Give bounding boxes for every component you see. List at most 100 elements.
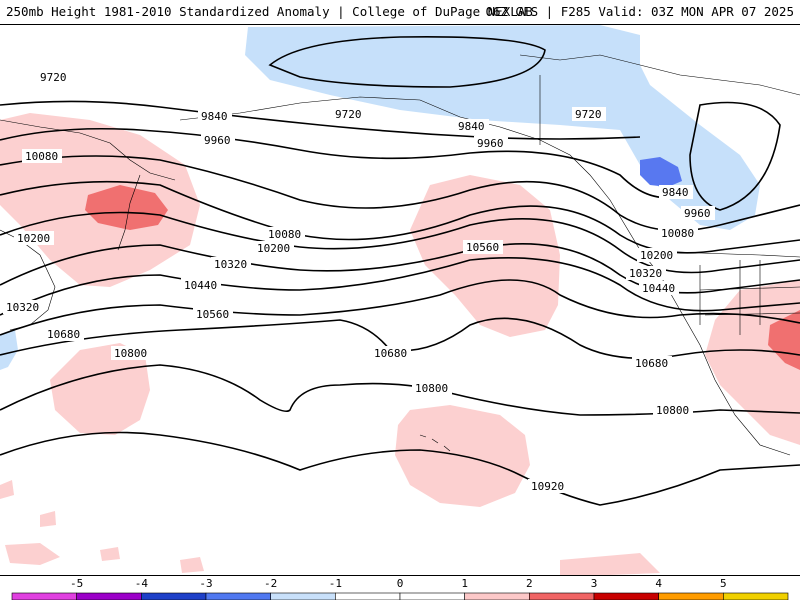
legend-tick-label: 4 — [655, 577, 662, 590]
legend-swatch — [141, 592, 207, 601]
svg-text:10200: 10200 — [17, 232, 50, 245]
contour-9720 — [0, 100, 641, 140]
contour-label: 10800 — [412, 381, 452, 395]
positive-anomaly-speck — [560, 553, 660, 575]
contour-label: 10680 — [371, 346, 411, 360]
svg-text:9840: 9840 — [458, 120, 485, 133]
contour-label: 10560 — [463, 240, 503, 254]
legend-swatch — [529, 592, 595, 601]
contour-10200 — [0, 211, 800, 274]
contour-label: 9720 — [332, 107, 366, 121]
svg-text:10800: 10800 — [114, 347, 147, 360]
legend-swatch — [76, 592, 142, 601]
svg-text:9960: 9960 — [204, 134, 231, 147]
contour-label: 9840 — [659, 185, 693, 199]
svg-text:10680: 10680 — [374, 347, 407, 360]
negative-anomaly-shading — [0, 25, 760, 370]
positive-anomaly-speck — [180, 557, 204, 573]
contour-label: 10200 — [637, 248, 677, 262]
positive-anomaly-core — [85, 185, 168, 230]
legend-swatch — [335, 592, 401, 601]
legend-swatch — [270, 592, 336, 601]
contour-label: 10680 — [632, 356, 672, 370]
svg-text:10200: 10200 — [257, 242, 290, 255]
contour-label: 10200 — [254, 241, 294, 255]
map-svg: 9720 9720 9720 9840 9840 9840 9960 9960 … — [0, 25, 800, 575]
legend-swatch — [723, 592, 789, 601]
model-valid-time: 06Z GFS | F285 Valid: 03Z MON APR 07 202… — [485, 4, 794, 19]
negative-anomaly-edge — [0, 330, 18, 370]
negative-anomaly-region — [245, 25, 760, 230]
legend-swatch — [205, 592, 271, 601]
map-panel: 9720 9720 9720 9840 9840 9840 9960 9960 … — [0, 24, 800, 576]
positive-anomaly-region — [705, 280, 800, 445]
positive-anomaly-region — [410, 175, 560, 337]
contour-label: 10080 — [265, 227, 305, 241]
legend-tick-label: 3 — [591, 577, 598, 590]
contour-10800 — [0, 364, 800, 416]
contour-label: 10800 — [653, 403, 693, 417]
svg-text:10800: 10800 — [656, 404, 689, 417]
positive-anomaly-speck — [5, 543, 60, 565]
legend-swatch — [593, 592, 659, 601]
svg-text:9720: 9720 — [335, 108, 362, 121]
contour-label: 9960 — [681, 206, 715, 220]
contour-label: 9840 — [455, 119, 489, 133]
contour-label: 9960 — [474, 136, 508, 150]
contour-10320 — [0, 243, 800, 294]
positive-anomaly-speck — [40, 511, 56, 527]
svg-text:10080: 10080 — [25, 150, 58, 163]
svg-text:10320: 10320 — [6, 301, 39, 314]
svg-text:10680: 10680 — [635, 357, 668, 370]
contour-label: 10080 — [658, 226, 698, 240]
svg-text:10920: 10920 — [531, 480, 564, 493]
contour-label: 10920 — [528, 479, 568, 493]
contour-9840-closed — [689, 101, 781, 211]
contour-label: 10440 — [181, 278, 221, 292]
legend-swatch — [464, 592, 530, 601]
contour-10680 — [0, 317, 800, 360]
map-title: 250mb Height 1981-2010 Standardized Anom… — [6, 4, 533, 19]
svg-text:9720: 9720 — [40, 71, 67, 84]
svg-text:10080: 10080 — [268, 228, 301, 241]
positive-anomaly-speck — [100, 547, 120, 561]
contour-label: 10320 — [3, 300, 43, 314]
legend-svg: -5 -4 -3 -2 -1 0 1 2 3 4 5 — [11, 577, 789, 601]
contour-label: 10320 — [626, 266, 666, 280]
legend-tick-label: 0 — [397, 577, 404, 590]
contour-label: 9720 — [37, 70, 71, 84]
contour-10080 — [0, 180, 800, 254]
svg-text:10560: 10560 — [466, 241, 499, 254]
positive-anomaly-core — [768, 310, 800, 370]
positive-anomaly-speck — [0, 480, 14, 499]
svg-text:10440: 10440 — [184, 279, 217, 292]
contour-label: 10320 — [211, 257, 251, 271]
contour-label: 9720 — [572, 107, 606, 121]
contour-10560 — [0, 279, 800, 336]
legend-swatch — [11, 592, 77, 601]
contour-label: 9960 — [201, 133, 235, 147]
contour-9840 — [0, 127, 681, 199]
legend-tick-label: 2 — [526, 577, 533, 590]
svg-text:9840: 9840 — [201, 110, 228, 123]
contour-label: 10560 — [193, 307, 233, 321]
svg-text:9840: 9840 — [662, 186, 689, 199]
svg-text:10440: 10440 — [642, 282, 675, 295]
legend-tick-label: 1 — [461, 577, 468, 590]
color-legend: -5 -4 -3 -2 -1 0 1 2 3 4 5 — [0, 576, 800, 601]
legend-tick-label: 5 — [720, 577, 727, 590]
contour-10920 — [0, 431, 800, 506]
legend-tick-label: -1 — [329, 577, 342, 590]
svg-text:10680: 10680 — [47, 328, 80, 341]
legend-tick-label: -3 — [199, 577, 212, 590]
svg-text:10800: 10800 — [415, 382, 448, 395]
legend-swatch — [658, 592, 724, 601]
contour-label: 10680 — [44, 327, 84, 341]
states-grid — [699, 260, 800, 335]
svg-text:9960: 9960 — [477, 137, 504, 150]
contour-label: 9840 — [198, 109, 232, 123]
svg-text:10320: 10320 — [214, 258, 247, 271]
contour-label: 10080 — [22, 149, 62, 163]
height-contours — [0, 35, 800, 506]
contour-label: 10440 — [639, 281, 679, 295]
